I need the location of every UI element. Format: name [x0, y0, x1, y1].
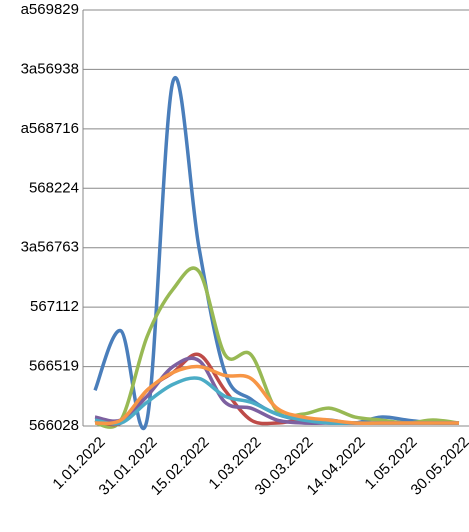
y-tick-label: 568224 — [29, 179, 79, 196]
y-tick-label: 567112 — [30, 298, 79, 315]
y-tick-label: 566519 — [29, 358, 79, 375]
y-tick-label: 566028 — [29, 417, 79, 434]
y-tick-label: 3a56938 — [21, 60, 79, 77]
y-tick-label: a568716 — [21, 120, 79, 137]
y-tick-label: a569829 — [21, 1, 79, 18]
y-tick-label: 3a56763 — [21, 239, 79, 256]
series-line — [94, 364, 459, 426]
series-line — [93, 76, 460, 431]
